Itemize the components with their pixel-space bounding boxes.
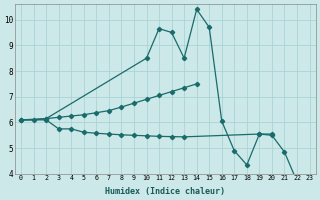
X-axis label: Humidex (Indice chaleur): Humidex (Indice chaleur) — [105, 187, 225, 196]
